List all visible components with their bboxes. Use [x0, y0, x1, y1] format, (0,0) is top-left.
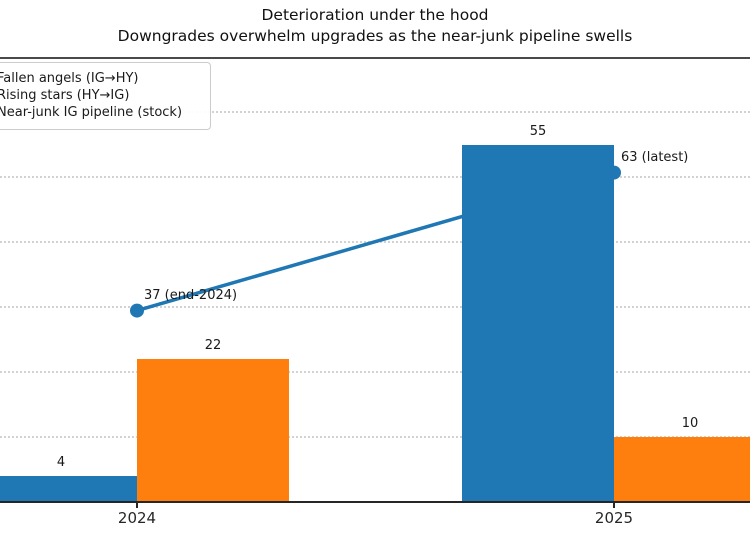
bar-value-label: 4: [56, 455, 66, 470]
bar-2025-series1: [614, 437, 750, 502]
gridline: [0, 306, 750, 308]
chart-title: Deterioration under the hood: [261, 6, 489, 24]
legend: Fallen angels (IG→HY) Rising stars (HY→I…: [0, 62, 211, 130]
gridline: [0, 436, 750, 438]
x-tick-2024: [136, 502, 138, 508]
legend-item-near-junk-pipeline: Near-junk IG pipeline (stock): [0, 104, 202, 121]
x-tick-label-2024: 2024: [117, 509, 157, 527]
legend-label-fallen-angels: Fallen angels (IG→HY): [0, 71, 139, 86]
trend-point-annotation: 63 (latest): [621, 149, 689, 165]
legend-item-rising-stars: Rising stars (HY→IG): [0, 87, 202, 104]
gridline: [0, 111, 750, 113]
bar-value-label: 55: [529, 123, 547, 139]
legend-label-rising-stars: Rising stars (HY→IG): [0, 88, 130, 103]
bar-value-label: 22: [204, 338, 222, 353]
x-tick-2025: [613, 502, 615, 508]
chart-subtitle: Downgrades overwhelm upgrades as the nea…: [117, 27, 633, 45]
legend-label-near-junk-pipeline: Near-junk IG pipeline (stock): [0, 105, 183, 120]
trend-point-annotation: 37 (end-2024): [144, 287, 238, 303]
plot-top-spine: [0, 57, 750, 59]
x-tick-label-2025: 2025: [594, 509, 634, 527]
trend-point-marker: [130, 303, 144, 318]
legend-item-fallen-angels: Fallen angels (IG→HY): [0, 70, 202, 87]
bar-2025-series0: [462, 144, 614, 502]
gridline: [0, 176, 750, 178]
bar-2024-series0: [0, 476, 137, 502]
bar-2024-series1: [137, 359, 289, 502]
x-axis-line: [0, 501, 750, 503]
gridline: [0, 371, 750, 373]
bar-value-label: 10: [681, 416, 699, 431]
